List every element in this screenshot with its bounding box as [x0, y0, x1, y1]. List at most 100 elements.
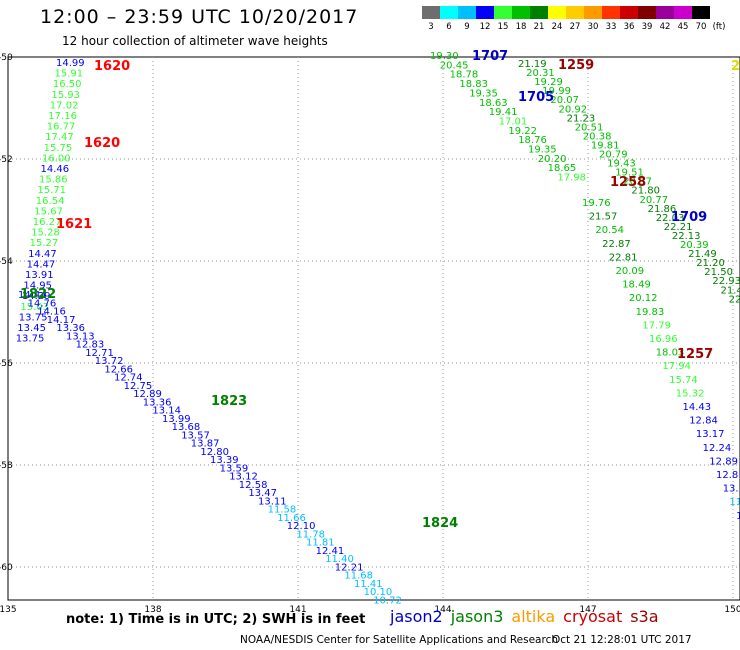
wave-height-value: 15.74: [669, 375, 698, 386]
lat-tick-label: -50: [0, 53, 13, 63]
wave-height-value: 16.96: [649, 334, 678, 345]
lat-tick-label: -60: [0, 563, 13, 573]
legend-jason3: jason3: [450, 607, 504, 626]
wave-height-value: 12.80: [200, 447, 229, 458]
wave-height-value: 12.71: [85, 348, 114, 359]
footer-credit: NOAA/NESDIS Center for Satellite Applica…: [240, 634, 558, 646]
wave-height-value: 14.44: [18, 290, 47, 301]
wave-height-value: 22.13: [672, 231, 701, 242]
wave-height-value: 19.22: [508, 126, 537, 137]
wave-height-value: 13.57: [181, 430, 210, 441]
wave-height-value: 20.09: [616, 266, 645, 277]
wave-height-value: 12.75: [124, 381, 153, 392]
scale-swatch: [476, 6, 494, 19]
wave-height-value: 21.23: [567, 113, 596, 124]
lon-tick-label: 141: [289, 605, 306, 615]
wave-height-value: 15.86: [39, 175, 68, 186]
legend-altika: altika: [511, 607, 556, 626]
wave-height-value: 20.51: [575, 122, 604, 133]
wave-height-value: 14.29: [22, 291, 51, 302]
scale-label: 18: [515, 22, 527, 32]
wave-height-value: 20.37: [623, 177, 652, 188]
wave-height-value: 20.92: [559, 104, 588, 115]
wave-height-value: 18.83: [459, 79, 488, 90]
pass-time-label: 1620: [94, 59, 130, 74]
wave-height-value: 19.76: [582, 198, 611, 209]
wave-height-value: 16.00: [42, 153, 71, 164]
lon-tick-label: 144: [434, 605, 451, 615]
wave-height-value: 20.31: [526, 68, 555, 79]
pass-time-label: 1259: [558, 58, 594, 73]
scale-swatch: [494, 6, 512, 19]
scale-swatch: [458, 6, 476, 19]
wave-height-value: 13.59: [220, 463, 249, 474]
wave-height-value: 13.13: [66, 331, 95, 342]
wave-height-value: 12.83: [76, 340, 105, 351]
wave-height-value: 13.99: [162, 414, 191, 425]
wave-height-value: 14.46: [41, 164, 70, 175]
scale-label: 42: [659, 22, 671, 32]
wave-height-value: 17.79: [642, 320, 671, 331]
wave-height-value: 17.94: [662, 361, 691, 372]
wave-height-value: 13.39: [210, 455, 239, 466]
wave-height-value: 11.40: [325, 554, 354, 565]
wave-height-value: 13.72: [95, 356, 124, 367]
wave-height-value: 20.39: [680, 240, 709, 251]
satellite-legend: jason2 jason3 altika cryosat s3a: [390, 607, 667, 626]
wave-height-value: 14.17: [47, 315, 76, 326]
wave-height-value: 15.03: [20, 302, 49, 313]
lon-tick-label: 150: [724, 605, 740, 615]
pass-time-label: 1707: [472, 49, 508, 64]
scale-label: 33: [605, 22, 617, 32]
wave-height-value: 15.27: [30, 238, 59, 249]
scale-label: 70: [695, 22, 707, 32]
wave-height-value: 12.74: [114, 373, 143, 384]
scale-swatch: [602, 6, 620, 19]
scale-swatch: [674, 6, 692, 19]
wave-height-value: 20.77: [640, 195, 669, 206]
wave-height-value: 19.83: [636, 307, 665, 318]
wave-height-value: 20.38: [583, 131, 612, 142]
scale-swatch: [440, 6, 458, 19]
scale-label: 27: [569, 22, 581, 32]
wave-height-value: 12.21: [335, 562, 364, 573]
wave-height-value: 12.24: [703, 443, 732, 454]
scale-swatch: [566, 6, 584, 19]
wave-height-value: 14.99: [56, 58, 85, 69]
wave-height-value: 12.10: [287, 521, 316, 532]
wave-height-value: 13.47: [248, 488, 277, 499]
pass-time-labels: 1620 1620 1621 1822 1823 1824 1707 1259 1705 1258…: [20, 49, 740, 531]
wave-height-value: 21.40: [721, 285, 740, 296]
wave-height-value: 20.12: [629, 293, 658, 304]
wave-height-value: 14.16: [37, 307, 66, 318]
pass-time-label: 1822: [20, 287, 56, 302]
wave-height-value: 21.50: [704, 267, 733, 278]
wave-height-value: 14.47: [27, 259, 56, 270]
wave-height-value: 10.72: [373, 595, 402, 606]
wave-height-value: 12.89: [709, 456, 738, 467]
pass-time-label: 2: [731, 59, 740, 74]
wave-height-value: 19.41: [489, 107, 518, 118]
pass-time-label: 1823: [211, 394, 247, 409]
wave-height-value: 19.29: [534, 77, 563, 88]
scale-label: 6: [446, 22, 452, 32]
wave-height-value: 20.07: [550, 95, 579, 106]
wave-height-value: 22.81: [609, 252, 638, 263]
wave-height-value: 15.32: [676, 388, 705, 399]
wave-height-value: 21.86: [648, 204, 677, 215]
wave-height-value: 20.54: [595, 225, 624, 236]
wave-height-value: 15.71: [37, 185, 66, 196]
wave-height-value: 15.75: [44, 143, 73, 154]
scale-swatch: [548, 6, 566, 19]
wave-height-value: 17.01: [499, 117, 528, 128]
wave-height-value: 13.17: [696, 429, 725, 440]
scale-swatch: [584, 6, 602, 19]
wave-height-value: 12.84: [689, 416, 718, 427]
wave-height-value: 11.78: [296, 529, 325, 540]
wave-height-value: 15.28: [31, 228, 60, 239]
wave-height-value: 19.35: [469, 88, 498, 99]
pass-time-label: 1824: [422, 516, 458, 531]
wave-height-value: 16.27: [33, 217, 62, 228]
scale-label: 15: [497, 22, 509, 32]
